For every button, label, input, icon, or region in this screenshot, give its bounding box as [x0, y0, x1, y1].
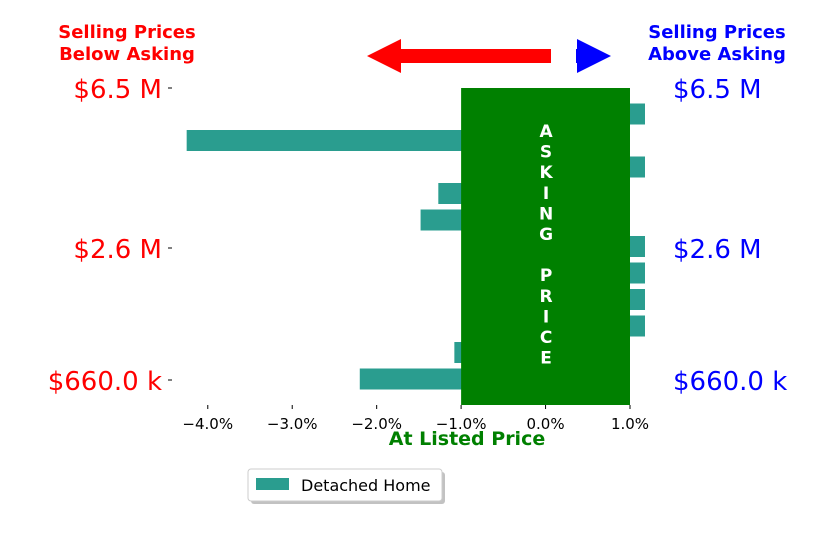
- title-right-line1: Selling Prices: [648, 22, 785, 43]
- x-tick-label: −1.0%: [436, 415, 487, 433]
- band-letter: S: [540, 143, 552, 163]
- band-letter: C: [540, 328, 552, 348]
- band-letter: P: [540, 266, 552, 286]
- band-letter: I: [543, 184, 549, 204]
- y-tick-label-left: $660.0 k: [48, 367, 162, 397]
- y-tick-label-right: $660.0 k: [673, 367, 787, 397]
- above-arrow-icon: [576, 39, 611, 73]
- legend: Detached Home: [247, 468, 445, 504]
- y-tick-label-right: $6.5 M: [673, 75, 762, 105]
- x-tick-label: −4.0%: [182, 415, 233, 433]
- x-tick-label: −3.0%: [267, 415, 318, 433]
- below-arrow-icon: [367, 39, 551, 73]
- y-ticks-group: $6.5 M $2.6 M $660.0 k $6.5 M $2.6 M $660.0 k: [48, 75, 788, 397]
- title-right-line2: Above Asking: [648, 44, 786, 65]
- band-letter: N: [539, 204, 553, 224]
- x-ticks-group: −4.0% −3.0% −2.0% −1.0% 0.0% 1.0%: [182, 405, 649, 433]
- x-tick-label: 1.0%: [611, 415, 649, 433]
- x-tick-label: −2.0%: [351, 415, 402, 433]
- y-tick-label-left: $2.6 M: [73, 235, 162, 265]
- x-axis-label: At Listed Price: [389, 428, 545, 450]
- asking-price-band: [461, 88, 630, 405]
- band-letter: R: [540, 287, 553, 307]
- band-letter: K: [539, 163, 553, 183]
- band-letter: E: [540, 349, 552, 369]
- legend-label: Detached Home: [301, 476, 431, 495]
- title-left-line1: Selling Prices: [58, 22, 195, 43]
- band-letter: G: [539, 225, 553, 245]
- y-tick-label-right: $2.6 M: [673, 235, 762, 265]
- band-letter: A: [539, 122, 553, 142]
- bar: [186, 130, 546, 151]
- y-tick-label-left: $6.5 M: [73, 75, 162, 105]
- legend-swatch: [256, 478, 289, 490]
- x-tick-label: 0.0%: [527, 415, 565, 433]
- title-left-line2: Below Asking: [59, 44, 195, 65]
- band-letter: I: [543, 307, 549, 327]
